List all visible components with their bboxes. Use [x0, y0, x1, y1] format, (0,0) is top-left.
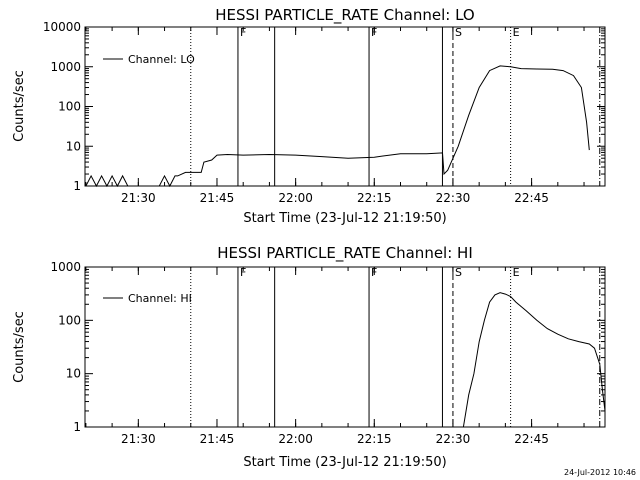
lo-marker-label: E: [513, 26, 520, 39]
lo-plot-frame: [84, 26, 606, 187]
lo-x-tick-label: 21:45: [200, 191, 235, 205]
lo-legend-label: Channel: LO: [128, 53, 195, 66]
hi-x-tick-label: 21:45: [200, 432, 235, 446]
lo-marker-label: F: [371, 26, 377, 39]
hi-marker-label: S: [455, 266, 462, 279]
lo-y-tick-label: 100: [58, 100, 81, 114]
hi-x-tick-label: 21:30: [121, 432, 156, 446]
generation-timestamp: 24-Jul-2012 10:46: [564, 468, 636, 477]
lo-y-tick-label: 1: [73, 179, 81, 193]
lo-channel-panel: HESSI PARTICLE_RATE Channel: LO Counts/s…: [12, 6, 606, 226]
lo-series-line: [85, 65, 590, 188]
hi-y-tick-label: 100: [58, 313, 81, 327]
hi-x-axis-label: Start Time (23-Jul-12 21:19:50): [243, 455, 446, 470]
lo-marker-label: F: [240, 26, 246, 39]
lo-chart-title: HESSI PARTICLE_RATE Channel: LO: [215, 6, 474, 25]
lo-x-tick-label: 21:30: [121, 191, 156, 205]
hi-marker-label: F: [371, 266, 377, 279]
lo-y-tick-label: 1000: [50, 60, 81, 74]
hi-marker-label: F: [240, 266, 246, 279]
hi-channel-panel: HESSI PARTICLE_RATE Channel: HI Counts/s…: [12, 244, 606, 470]
lo-y-tick-label: 10: [66, 139, 81, 153]
hi-marker-label: E: [513, 266, 520, 279]
lo-x-tick-label: 22:15: [357, 191, 392, 205]
hi-y-tick-label: 10: [66, 367, 81, 381]
hi-legend-label: Channel: HI: [128, 292, 192, 305]
hi-y-tick-label: 1: [73, 420, 81, 434]
lo-marker-label: S: [455, 26, 462, 39]
lo-y-axis-label: Counts/sec: [12, 70, 27, 142]
hi-chart-title: HESSI PARTICLE_RATE Channel: HI: [217, 244, 473, 263]
hi-x-tick-label: 22:45: [514, 432, 549, 446]
hi-x-tick-label: 22:00: [278, 432, 313, 446]
lo-x-tick-label: 22:45: [514, 191, 549, 205]
hi-series-line: [462, 292, 606, 428]
lo-x-axis-label: Start Time (23-Jul-12 21:19:50): [243, 211, 446, 226]
lo-x-tick-label: 22:30: [436, 191, 471, 205]
hi-y-axis-label: Counts/sec: [12, 311, 27, 383]
hi-x-tick-label: 22:30: [436, 432, 471, 446]
hi-y-tick-label: 1000: [50, 260, 81, 274]
hi-x-tick-label: 22:15: [357, 432, 392, 446]
lo-x-tick-label: 22:00: [278, 191, 313, 205]
lo-y-tick-label: 10000: [43, 20, 81, 34]
hi-plot-frame: [84, 266, 606, 428]
